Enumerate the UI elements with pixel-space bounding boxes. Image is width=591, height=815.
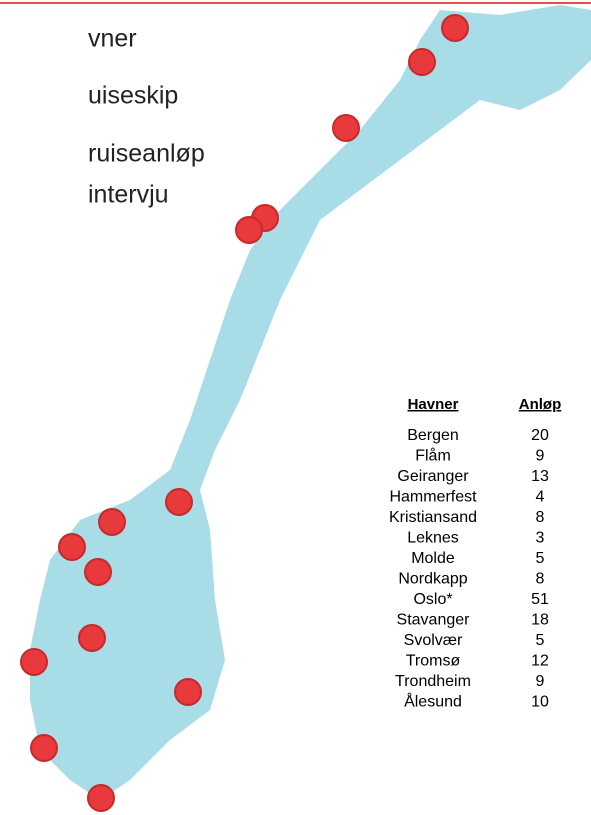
port-dot [78,624,106,652]
port-dot [408,48,436,76]
port-dot [84,558,112,586]
table-cell: Hammerfest [389,489,477,506]
table-header: Anløp [519,396,562,413]
bullet-text: vner [88,25,137,53]
table-cell: Ålesund [404,692,462,711]
table-cell: 12 [531,653,549,670]
port-dot [441,14,469,42]
table-cell: Svolvær [404,632,463,649]
port-dot [174,678,202,706]
port-dot [20,648,48,676]
content: vner uiseskip ruiseanløp intervju Havner Anlø… [88,25,561,711]
port-dot [98,508,126,536]
port-dot [235,216,263,244]
table-cell: Stavanger [397,612,471,629]
table-cell: Bergen [407,427,459,444]
table-cell: 51 [531,591,549,608]
table-cell: 20 [531,427,549,444]
table-cell: 5 [536,550,545,567]
table-cell: 3 [536,530,545,547]
bullet-text: ruiseanløp [88,140,205,168]
port-dot [87,784,115,812]
table-cell: 9 [536,448,545,465]
table-cell: 4 [536,489,545,506]
bullet-text: uiseskip [88,82,178,110]
table-cell: Tromsø [406,653,461,670]
table-cell: 9 [536,673,545,690]
port-dot [30,734,58,762]
table-cell: 18 [531,612,549,629]
table-cell: Geiranger [397,468,469,485]
table-cell: Nordkapp [398,571,467,588]
table-cell: Molde [411,550,455,567]
port-markers [20,14,469,812]
port-dot [58,533,86,561]
table-cell: 13 [531,468,549,485]
table-cell: Oslo* [413,591,452,608]
norway-map [30,5,591,800]
table-header: Havner [408,396,459,413]
table-cell: 8 [536,509,545,526]
table-cell: Flåm [415,447,451,465]
port-dot [332,114,360,142]
table-cell: 10 [531,694,549,711]
table-cell: Kristiansand [389,509,477,526]
table-cell: Leknes [407,530,459,547]
table-cell: Trondheim [395,673,471,690]
table-cell: 5 [536,632,545,649]
table-cell: 8 [536,571,545,588]
bullet-text: intervju [88,181,169,209]
port-dot [165,488,193,516]
